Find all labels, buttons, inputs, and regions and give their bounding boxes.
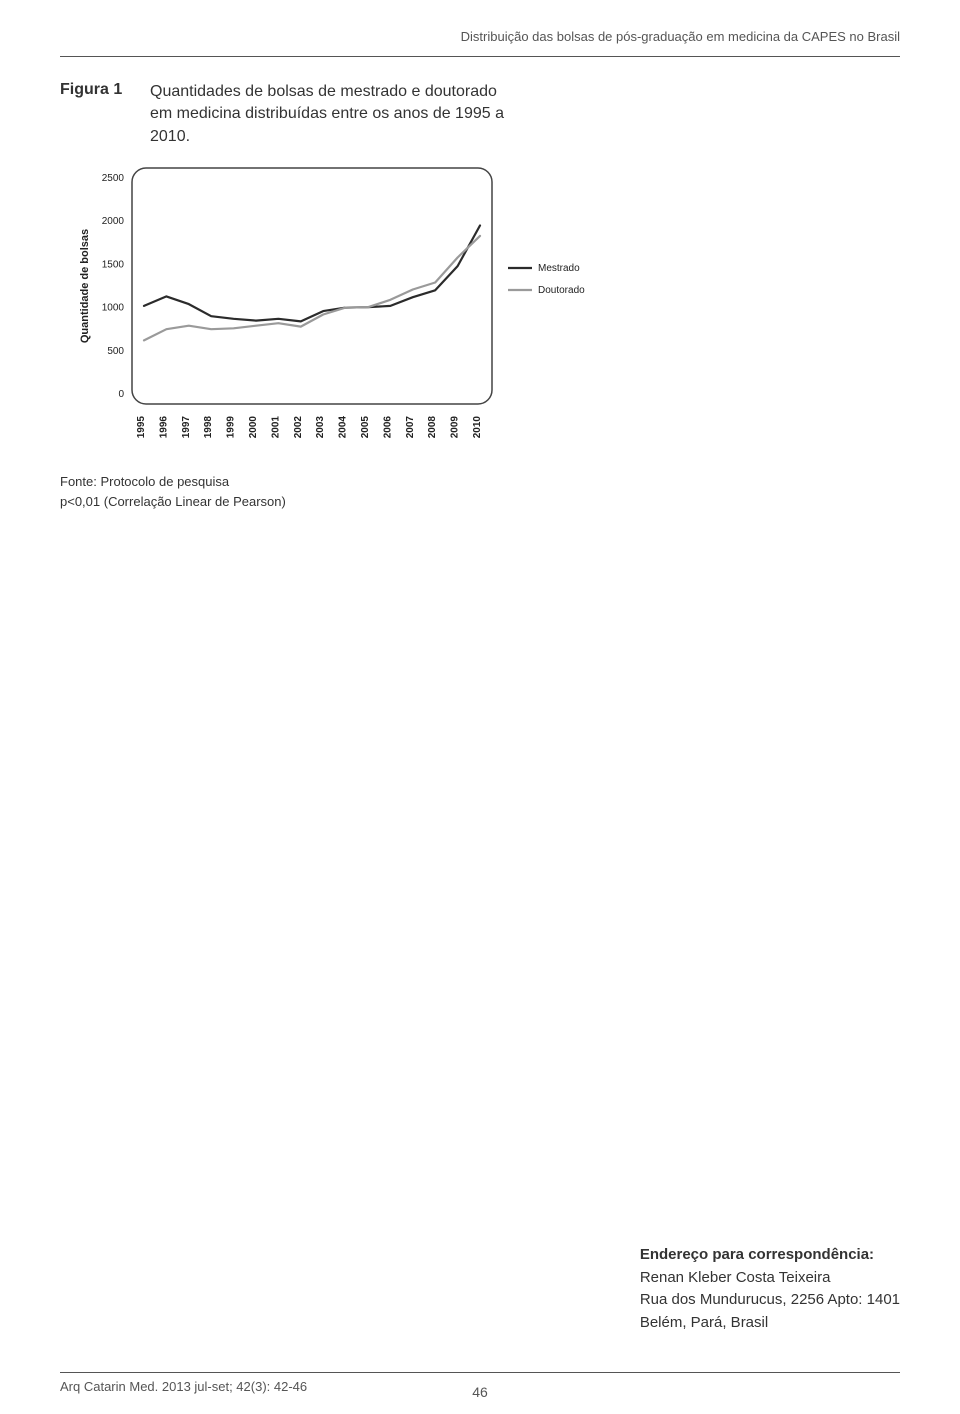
running-header: Distribuição das bolsas de pós-graduação… — [0, 0, 960, 52]
svg-text:1999: 1999 — [226, 416, 237, 439]
line-chart: 0 500 1000 1500 2000 2500 Quantidade de bolsas… — [60, 156, 620, 466]
correspondence-block: Endereço para correspondência: Renan Kle… — [640, 1244, 900, 1334]
svg-text:2009: 2009 — [450, 416, 461, 439]
svg-text:Mestrado: Mestrado — [538, 263, 580, 274]
figure-heading: Figura 1 Quantidades de bolsas de mestra… — [0, 57, 960, 148]
svg-text:2002: 2002 — [293, 416, 304, 439]
svg-text:2001: 2001 — [270, 416, 281, 439]
svg-text:Quantidade de bolsas: Quantidade de bolsas — [79, 229, 91, 343]
figure-label: Figura 1 — [60, 81, 150, 99]
svg-text:2008: 2008 — [427, 416, 438, 439]
svg-text:500: 500 — [107, 346, 124, 357]
svg-text:2007: 2007 — [405, 416, 416, 439]
page-number: 46 — [472, 1384, 488, 1400]
svg-text:1000: 1000 — [102, 303, 125, 314]
svg-text:1997: 1997 — [181, 416, 192, 439]
figure-caption: Quantidades de bolsas de mestrado e dout… — [150, 81, 510, 148]
correspondence-title: Endereço para correspondência: — [640, 1244, 900, 1267]
chart-note-source: Fonte: Protocolo de pesquisa — [60, 472, 900, 492]
svg-text:0: 0 — [118, 389, 124, 400]
footer-rule — [60, 1372, 900, 1373]
chart-note-pvalue: p<0,01 (Correlação Linear de Pearson) — [60, 492, 900, 512]
correspondence-name: Renan Kleber Costa Teixeira — [640, 1267, 900, 1290]
svg-text:2004: 2004 — [338, 416, 349, 439]
svg-text:Doutorado: Doutorado — [538, 285, 585, 296]
svg-text:2006: 2006 — [382, 416, 393, 439]
svg-text:1500: 1500 — [102, 260, 125, 271]
svg-text:2500: 2500 — [102, 173, 125, 184]
svg-text:2000: 2000 — [102, 216, 125, 227]
svg-text:2003: 2003 — [315, 416, 326, 439]
svg-text:2010: 2010 — [472, 416, 483, 439]
svg-text:2000: 2000 — [248, 416, 259, 439]
chart-container: 0 500 1000 1500 2000 2500 Quantidade de bolsas… — [0, 148, 960, 511]
svg-text:2005: 2005 — [360, 416, 371, 439]
correspondence-address-2: Belém, Pará, Brasil — [640, 1312, 900, 1335]
running-title: Distribuição das bolsas de pós-graduação… — [461, 29, 900, 44]
svg-text:1998: 1998 — [203, 416, 214, 439]
svg-text:1995: 1995 — [136, 416, 147, 439]
svg-text:1996: 1996 — [158, 416, 169, 439]
correspondence-address-1: Rua dos Mundurucus, 2256 Apto: 1401 — [640, 1289, 900, 1312]
footer-citation: Arq Catarin Med. 2013 jul-set; 42(3): 42… — [60, 1379, 307, 1394]
chart-source-note: Fonte: Protocolo de pesquisa p<0,01 (Cor… — [60, 466, 900, 511]
